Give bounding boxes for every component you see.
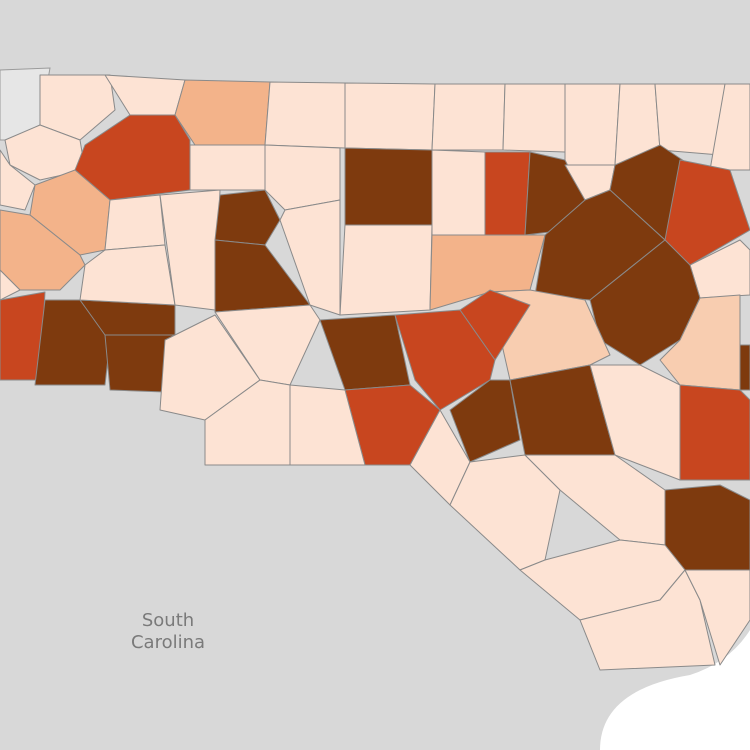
county: [279, 199, 341, 316]
county: [104, 194, 166, 251]
county: [189, 144, 266, 191]
county: [264, 144, 341, 211]
ocean: [600, 630, 750, 750]
county: [449, 379, 521, 463]
county: [204, 379, 291, 466]
county: [174, 79, 271, 146]
county: [679, 384, 750, 481]
county: [0, 149, 36, 211]
county: [39, 74, 116, 141]
county: [214, 304, 321, 386]
counties: [0, 74, 750, 671]
county: [319, 314, 411, 391]
county: [739, 344, 750, 391]
region-label: South Carolina: [130, 610, 206, 653]
county: [564, 83, 621, 166]
county: [664, 159, 750, 266]
county: [664, 484, 750, 571]
county: [431, 83, 506, 151]
county: [0, 269, 21, 301]
county: [344, 147, 433, 226]
county: [431, 149, 486, 236]
county: [484, 151, 531, 236]
county: [344, 82, 436, 151]
county: [709, 83, 750, 171]
county: [79, 244, 176, 306]
county: [264, 81, 346, 149]
county: [214, 189, 281, 246]
county: [502, 83, 566, 153]
county: [684, 569, 750, 666]
county: [339, 224, 433, 316]
county: [104, 74, 186, 116]
